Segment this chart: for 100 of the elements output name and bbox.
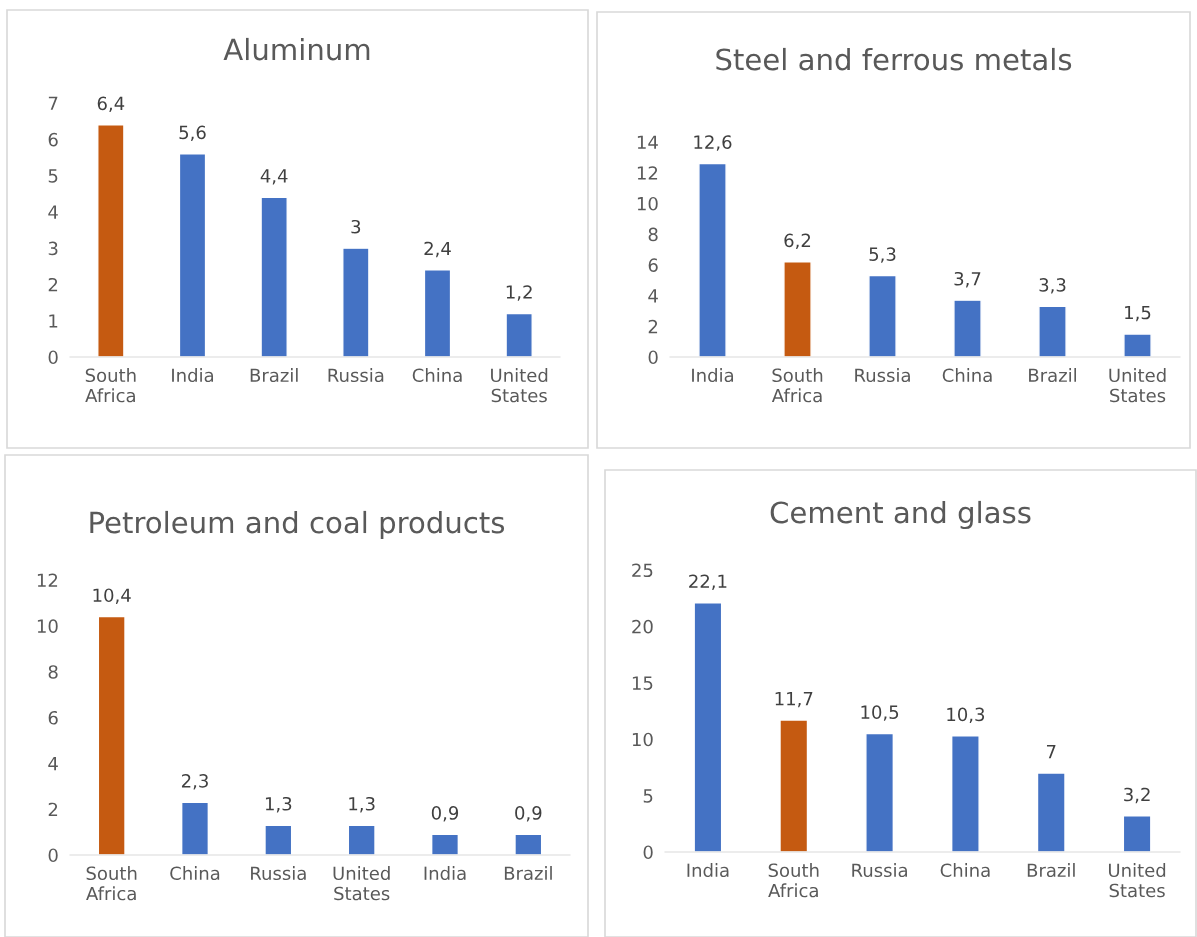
- x-tick-label: Brazil: [504, 866, 552, 881]
- x-tick-label: United States: [1108, 863, 1166, 898]
- y-tick-label: 12: [37, 573, 58, 587]
- data-label: 22,1: [689, 574, 727, 590]
- bar: [1036, 772, 1066, 852]
- data-label: 6,4: [97, 96, 125, 112]
- x-tick-label: China: [942, 368, 992, 383]
- y-tick-label: 0: [48, 848, 58, 863]
- bar: [423, 269, 452, 357]
- y-tick-label: 10: [37, 619, 58, 633]
- y-tick-label: 14: [637, 135, 658, 149]
- x-tick-label: China: [412, 368, 462, 383]
- x-tick-label: Brazil: [250, 368, 298, 383]
- data-label: 3,2: [1124, 787, 1150, 804]
- x-tick-label: India: [424, 866, 466, 881]
- x-tick-label: United States: [1109, 368, 1166, 403]
- data-label: 7: [1046, 745, 1056, 759]
- data-label: 5,6: [179, 125, 206, 142]
- data-label: 1,2: [506, 285, 532, 301]
- x-tick-label: Russia: [852, 863, 907, 878]
- x-tick-label: China: [940, 863, 990, 878]
- data-label: 3: [351, 219, 361, 234]
- x-tick-label: India: [692, 368, 734, 383]
- chart-title: Cement and glass: [770, 500, 1031, 530]
- y-tick-label: 4: [48, 757, 58, 771]
- data-label: 10,3: [947, 707, 985, 724]
- x-tick-label: India: [172, 368, 214, 383]
- data-label: 11,7: [775, 691, 813, 708]
- y-tick-label: 12: [637, 166, 658, 180]
- data-label: 10,5: [861, 705, 899, 721]
- y-tick-label: 3: [48, 241, 58, 256]
- x-tick-label: China: [170, 866, 220, 881]
- y-tick-label: 10: [632, 732, 653, 747]
- y-tick-label: 0: [48, 350, 58, 365]
- y-tick-label: 25: [632, 563, 653, 578]
- y-tick-label: 1: [49, 314, 58, 328]
- bar: [180, 801, 210, 855]
- x-tick-label: India: [687, 863, 729, 878]
- data-label: 1,3: [265, 796, 292, 813]
- bar: [97, 615, 126, 855]
- x-tick-label: South Africa: [768, 863, 819, 898]
- x-tick-label: Brazil: [1027, 863, 1075, 878]
- y-tick-label: 5: [643, 789, 653, 803]
- bar: [264, 824, 293, 855]
- bar: [505, 312, 533, 357]
- y-tick-label: 7: [48, 96, 58, 110]
- chart-title: Petroleum and coal products: [90, 510, 505, 540]
- x-tick-label: United States: [333, 866, 390, 901]
- y-tick-label: 8: [648, 227, 658, 242]
- y-tick-label: 6: [648, 258, 658, 272]
- bar: [693, 602, 723, 852]
- bar: [347, 824, 376, 855]
- data-label: 0,9: [515, 806, 542, 822]
- x-tick-label: United States: [491, 368, 548, 403]
- y-tick-label: 6: [48, 710, 58, 725]
- x-tick-label: Russia: [855, 368, 910, 383]
- y-tick-label: 10: [637, 196, 658, 211]
- data-label: 1,5: [1125, 305, 1151, 322]
- data-label: 2,3: [181, 774, 208, 790]
- y-tick-label: 2: [648, 319, 658, 334]
- bar: [779, 719, 809, 852]
- bar: [514, 833, 543, 855]
- y-tick-label: 15: [632, 676, 653, 690]
- data-label: 5,3: [869, 247, 896, 263]
- y-tick-label: 0: [648, 350, 658, 365]
- bar: [783, 261, 812, 357]
- bar: [953, 299, 982, 357]
- chart-title: Aluminum: [223, 37, 370, 61]
- data-label: 12,6: [694, 135, 732, 151]
- bar: [1038, 305, 1067, 357]
- x-tick-label: South Africa: [86, 866, 137, 901]
- bar: [950, 735, 980, 852]
- chart-title: Steel and ferrous metals: [716, 47, 1072, 71]
- bar: [1122, 815, 1152, 852]
- x-tick-label: South Africa: [771, 368, 823, 403]
- data-label: 0,9: [431, 806, 459, 822]
- y-tick-label: 2: [48, 802, 58, 817]
- x-tick-label: Russia: [328, 368, 384, 383]
- data-label: 4,4: [260, 169, 288, 185]
- bar: [430, 833, 460, 855]
- x-tick-label: South Africa: [85, 368, 136, 403]
- y-tick-label: 0: [643, 845, 653, 860]
- bar: [342, 247, 370, 357]
- y-tick-label: 4: [648, 289, 658, 303]
- data-label: 1,3: [349, 796, 375, 813]
- data-label: 10,4: [93, 588, 131, 604]
- bar: [260, 196, 288, 357]
- data-label: 2,4: [424, 241, 451, 258]
- data-label: 3,3: [1039, 278, 1066, 294]
- y-tick-label: 2: [48, 277, 58, 292]
- y-tick-label: 8: [48, 665, 58, 679]
- y-tick-label: 5: [48, 169, 58, 183]
- bar: [868, 274, 897, 357]
- x-tick-label: Russia: [251, 866, 306, 881]
- bar: [97, 124, 125, 357]
- data-label: 3,7: [954, 271, 981, 288]
- y-tick-label: 20: [632, 619, 653, 634]
- y-tick-label: 4: [48, 205, 58, 219]
- data-label: 6,2: [784, 233, 811, 250]
- x-tick-label: Brazil: [1029, 368, 1076, 383]
